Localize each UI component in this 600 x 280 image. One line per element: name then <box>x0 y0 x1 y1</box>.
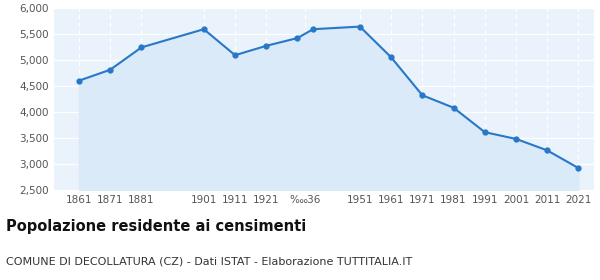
Text: COMUNE DI DECOLLATURA (CZ) - Dati ISTAT - Elaborazione TUTTITALIA.IT: COMUNE DI DECOLLATURA (CZ) - Dati ISTAT … <box>6 256 412 267</box>
Text: Popolazione residente ai censimenti: Popolazione residente ai censimenti <box>6 219 306 234</box>
